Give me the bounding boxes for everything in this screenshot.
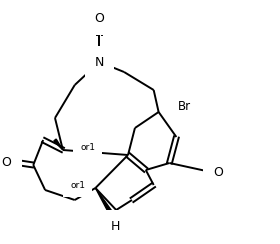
- Text: O: O: [2, 155, 11, 169]
- Text: O: O: [213, 165, 223, 179]
- Polygon shape: [54, 139, 63, 150]
- Text: N: N: [95, 55, 104, 69]
- Text: H: H: [111, 220, 120, 233]
- Text: Br: Br: [178, 101, 192, 113]
- Polygon shape: [95, 188, 117, 221]
- Text: O: O: [94, 11, 104, 24]
- Text: or1: or1: [80, 143, 95, 152]
- Text: or1: or1: [70, 181, 85, 190]
